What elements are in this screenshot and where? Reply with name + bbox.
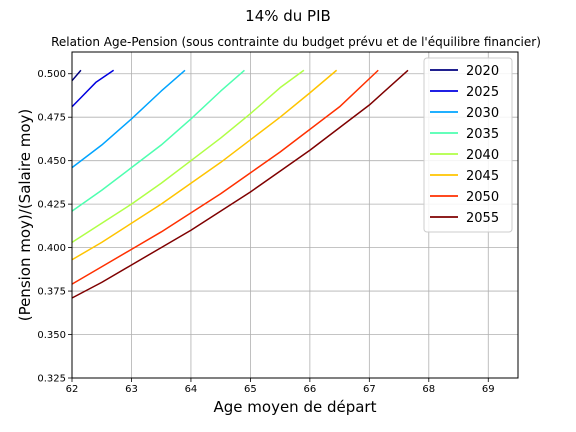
legend-label: 2045 xyxy=(466,169,499,184)
series-line-2050 xyxy=(71,69,379,285)
x-tick-label: 63 xyxy=(125,384,138,395)
legend-label: 2025 xyxy=(466,85,499,100)
legend-label: 2035 xyxy=(466,127,499,142)
series-line-2055 xyxy=(71,69,409,299)
x-axis-label: Age moyen de départ xyxy=(214,398,377,416)
legend: 2020 2025 2030 2035 2040 2045 2050 2055 xyxy=(423,57,513,233)
legend-label: 2055 xyxy=(466,211,499,226)
y-tick-label: 0.475 xyxy=(37,113,66,124)
y-tick-label: 0.450 xyxy=(37,156,66,167)
x-tick-label: 67 xyxy=(363,384,376,395)
series-line-2025 xyxy=(71,69,115,108)
x-tick-label: 69 xyxy=(482,384,495,395)
y-tick-label: 0.375 xyxy=(37,287,66,298)
x-tick-label: 62 xyxy=(66,384,79,395)
series-line-2020 xyxy=(71,69,82,82)
legend-label: 2020 xyxy=(466,64,499,79)
x-tick-label: 68 xyxy=(422,384,435,395)
x-tick-label: 65 xyxy=(244,384,257,395)
y-tick-label: 0.400 xyxy=(37,243,66,254)
legend-box xyxy=(423,57,513,233)
y-tick-label: 0.325 xyxy=(37,374,66,385)
chart-title: 14% du PIB xyxy=(245,7,331,25)
x-axis: 62 63 64 65 66 67 68 69 xyxy=(66,378,495,395)
x-tick-label: 64 xyxy=(185,384,198,395)
legend-label: 2050 xyxy=(466,190,499,205)
y-axis: 0.325 0.350 0.375 0.400 0.425 0.450 0.475 0.500 xyxy=(37,69,72,385)
y-tick-label: 0.350 xyxy=(37,330,66,341)
legend-label: 2030 xyxy=(466,106,499,121)
chart-subtitle: Relation Age-Pension (sous contrainte du… xyxy=(51,35,541,49)
series-line-2040 xyxy=(71,69,305,244)
series-line-2030 xyxy=(71,69,186,169)
series-line-2035 xyxy=(71,69,245,212)
y-tick-label: 0.500 xyxy=(37,69,66,80)
plot-frame xyxy=(71,51,519,379)
legend-label: 2040 xyxy=(466,148,499,163)
y-tick-label: 0.425 xyxy=(37,200,66,211)
x-tick-label: 66 xyxy=(303,384,316,395)
series-line-2045 xyxy=(71,69,338,261)
plot-lines xyxy=(71,69,409,299)
y-axis-label: (Pension moy)/(Salaire moy) xyxy=(16,109,34,322)
